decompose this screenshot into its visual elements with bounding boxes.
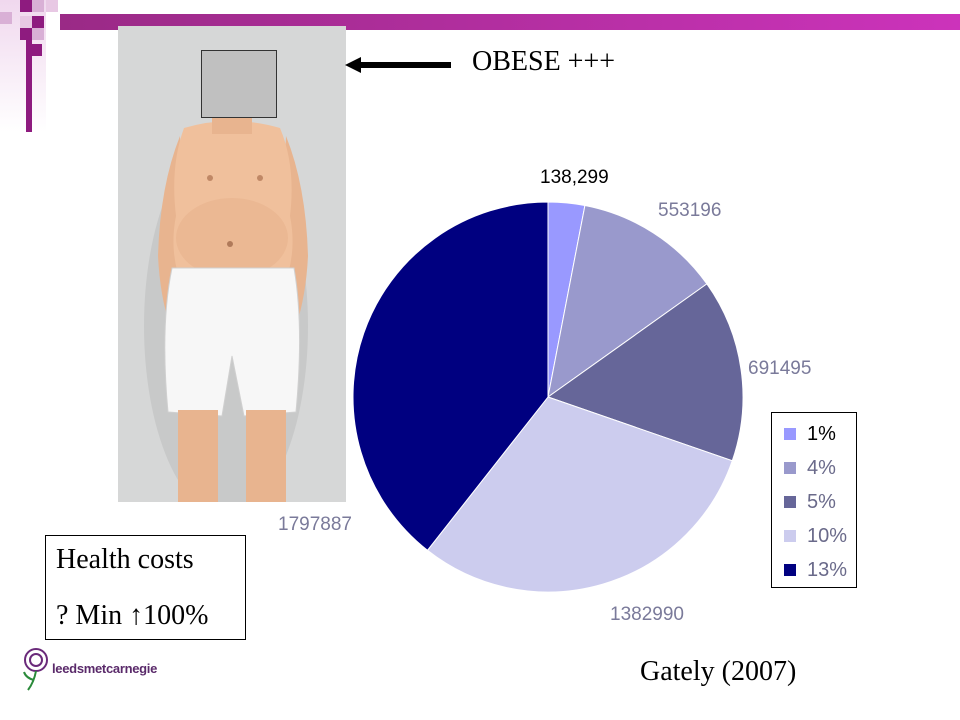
legend-item-4%: 4% — [784, 457, 836, 479]
legend-label: 5% — [807, 490, 836, 513]
pie-slice-4% — [547, 204, 708, 399]
obese-label: OBESE +++ — [472, 46, 616, 77]
health-costs-change: ? Min ↑100% — [56, 600, 209, 631]
legend-item-1%: 1% — [784, 423, 836, 445]
data-label-5%: 691495 — [748, 358, 811, 379]
legend-item-13%: 13% — [784, 559, 847, 581]
legend-label: 4% — [807, 456, 836, 479]
legend-item-10%: 10% — [784, 525, 847, 547]
health-costs-label: Health costs — [56, 544, 194, 575]
legend-swatch — [784, 530, 796, 542]
citation: Gately (2007) — [640, 656, 797, 687]
pie-slice-5% — [546, 283, 744, 462]
corner-decoration — [0, 0, 60, 140]
legend-item-5%: 5% — [784, 491, 836, 513]
health-costs-box: Health costs ? Min ↑100% — [45, 535, 246, 640]
pie-slice-10% — [426, 396, 733, 593]
data-label-1%: 138,299 — [540, 167, 609, 188]
data-label-13%: 1797887 — [278, 514, 352, 535]
face-censor-box — [201, 50, 277, 118]
data-label-10%: 1382990 — [610, 604, 684, 625]
legend-label: 13% — [807, 558, 848, 581]
legend-swatch — [784, 496, 796, 508]
logo-text: leedsmetcarnegie — [52, 661, 158, 676]
pie-slice-13% — [352, 201, 549, 551]
legend-swatch — [784, 428, 796, 440]
data-label-4%: 553196 — [658, 200, 721, 221]
legend-label: 10% — [807, 524, 848, 547]
obese-child-photo — [118, 26, 346, 502]
legend-label: 1% — [807, 422, 836, 445]
leedsmetcarnegie-logo: leedsmetcarnegie — [20, 646, 180, 692]
legend-swatch — [784, 564, 796, 576]
left-arrow-icon — [345, 57, 451, 73]
chart-legend: 1% 4% 5% 10% 13% — [771, 412, 857, 588]
legend-swatch — [784, 462, 796, 474]
flower-logo-icon — [23, 648, 48, 691]
